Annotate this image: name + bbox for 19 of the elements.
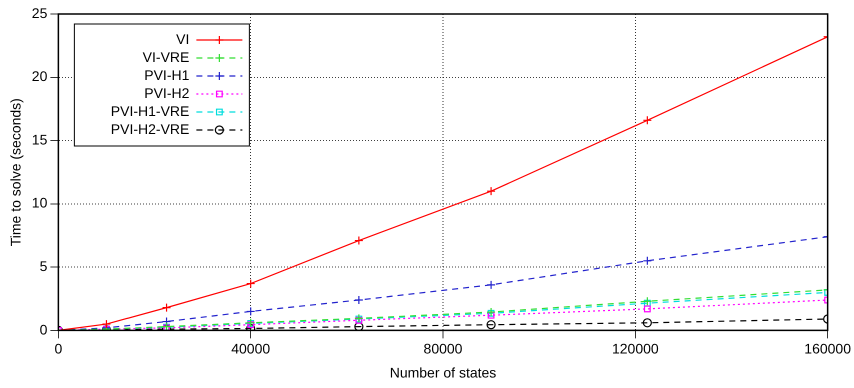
x-tick-label: 160000	[804, 340, 852, 357]
legend-label: PVI-H2	[144, 84, 190, 101]
x-axis-title: Number of states	[390, 364, 496, 380]
y-axis-title: Time to solve (seconds)	[7, 98, 24, 246]
legend-label: PVI-H2-VRE	[110, 120, 190, 137]
legend-label: VI	[176, 30, 190, 47]
legend-label: PVI-H1	[144, 66, 190, 83]
y-tick-label: 20	[32, 68, 48, 84]
y-tick-label: 10	[32, 194, 48, 211]
y-tick-label: 0	[40, 321, 48, 338]
legend-label: VI-VRE	[142, 48, 190, 65]
x-tick-label: 40000	[231, 340, 270, 357]
y-tick-label: 25	[32, 4, 48, 21]
y-tick-label: 15	[32, 131, 48, 148]
x-tick-label: 0	[54, 340, 62, 357]
legend-label: PVI-H1-VRE	[110, 102, 190, 119]
y-tick-label: 5	[40, 258, 48, 274]
x-tick-label: 120000	[612, 340, 659, 357]
x-tick-label: 80000	[424, 340, 463, 357]
